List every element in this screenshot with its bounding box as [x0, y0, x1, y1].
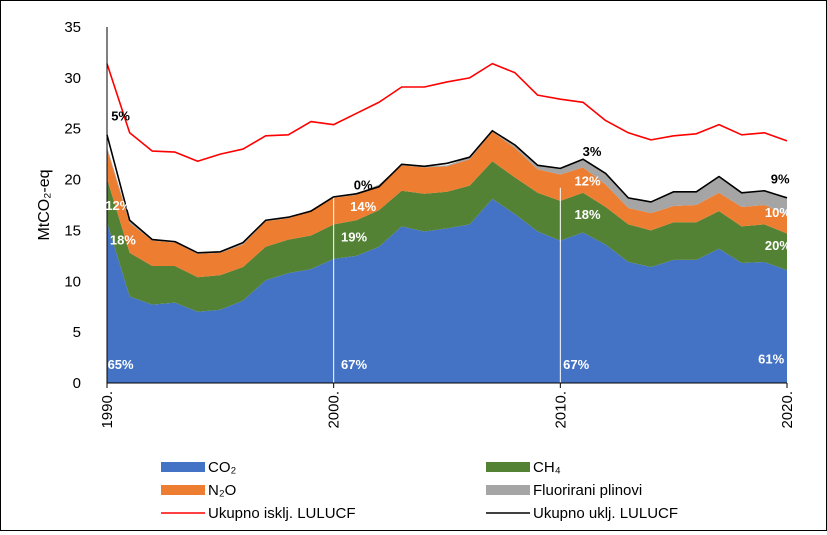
legend-label: N₂O: [208, 482, 236, 499]
percent-label: 12%: [575, 174, 601, 189]
x-tick-label: 2010.: [552, 391, 569, 429]
legend-item-3: Fluorirani plinovi: [486, 482, 642, 499]
y-tick-label: 20: [64, 172, 81, 189]
line-series-0: [106, 62, 788, 163]
percent-label: 9%: [771, 172, 790, 187]
y-tick-label: 35: [64, 19, 81, 36]
percent-label: 19%: [341, 230, 367, 245]
x-tick-label: 2020.: [779, 391, 796, 429]
y-tick-label: 15: [64, 222, 81, 239]
area-series-2: [107, 131, 787, 278]
percent-label: 5%: [111, 109, 130, 124]
percent-label: 67%: [563, 357, 589, 372]
percent-label: 18%: [110, 233, 136, 248]
area-series-0: [107, 198, 787, 383]
legend: CO₂ CH₄ N₂O Fluorirani plinovi Ukupno isklj.…: [161, 459, 678, 522]
legend-label: Ukupno uklj. LULUCF: [533, 505, 678, 522]
legend-item-0: CO₂: [161, 459, 237, 476]
x-tick-label: 2000.: [326, 391, 343, 429]
legend-item-2: N₂O: [161, 482, 236, 499]
y-axis-label: MtCO₂-eq: [36, 169, 53, 240]
y-tick-label: 25: [64, 121, 81, 138]
vertical-guides: [333, 187, 561, 383]
axes: 0 5 10 15 20 25 30 35 1990. 2000. 2010. 2020. MtCO₂-…: [36, 19, 796, 429]
percent-label: 65%: [108, 357, 134, 372]
legend-item-4: Ukupno isklj. LULUCF: [161, 505, 356, 522]
percent-label: 20%: [765, 238, 791, 253]
legend-swatch: [161, 485, 205, 495]
legend-label: Fluorirani plinovi: [533, 482, 642, 499]
percent-label: 0%: [354, 178, 373, 193]
line-series-1: [106, 129, 788, 254]
y-tick-label: 10: [64, 273, 81, 290]
percent-label: 3%: [583, 144, 602, 159]
percent-label: 14%: [350, 199, 376, 214]
y-tick-label: 30: [64, 70, 81, 87]
legend-swatch: [486, 485, 530, 495]
stacked-areas: [107, 129, 787, 383]
legend-item-5: Ukupno uklj. LULUCF: [486, 505, 678, 522]
x-tick-label: 1990.: [99, 391, 116, 429]
percent-label: 12%: [105, 198, 131, 213]
legend-label: CO₂: [208, 459, 237, 476]
total-lines: [106, 62, 788, 254]
legend-swatch: [161, 462, 205, 472]
legend-label: CH₄: [533, 459, 561, 476]
percent-label: 10%: [765, 205, 791, 220]
legend-swatch: [486, 462, 530, 472]
legend-label: Ukupno isklj. LULUCF: [208, 505, 356, 522]
percent-label: 18%: [575, 207, 601, 222]
percentage-annotations: 65% 12% 18% 5% 67% 14% 19% 0% 67% 12% 18% 3% 61% 10% 2…: [105, 109, 791, 372]
y-tick-label: 0: [73, 375, 81, 392]
percent-label: 67%: [341, 357, 367, 372]
percent-label: 61%: [758, 352, 784, 367]
area-series-1: [107, 161, 787, 312]
y-tick-label: 5: [73, 324, 81, 341]
legend-item-1: CH₄: [486, 459, 561, 476]
